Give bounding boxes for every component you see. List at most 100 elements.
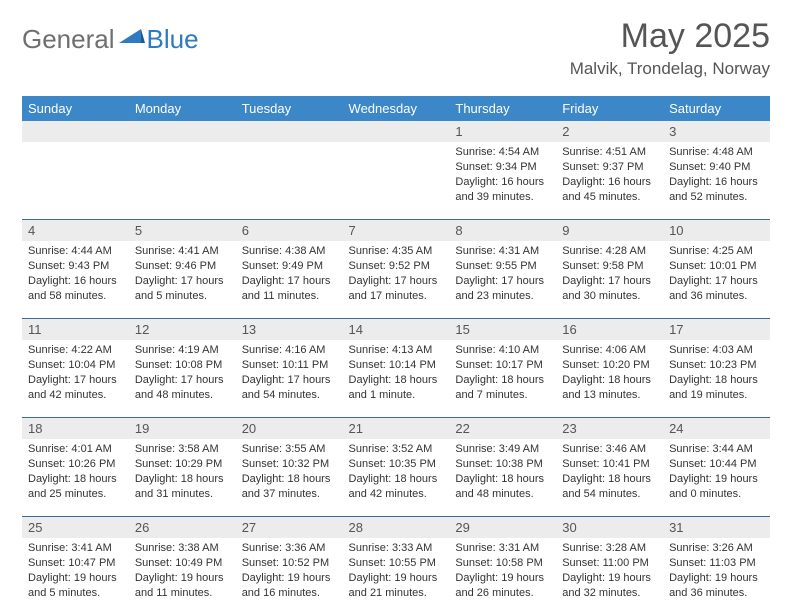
day-info: Sunrise: 4:28 AMSunset: 9:58 PMDaylight:… <box>562 244 659 303</box>
location-text: Malvik, Trondelag, Norway <box>570 59 770 79</box>
day-info: Sunrise: 3:41 AMSunset: 10:47 PMDaylight… <box>28 541 125 600</box>
daylight-text: Daylight: 18 hours and 7 minutes. <box>455 373 552 403</box>
sunrise-text: Sunrise: 4:01 AM <box>28 442 125 457</box>
page-title: May 2025 <box>570 18 770 55</box>
day-info: Sunrise: 3:31 AMSunset: 10:58 PMDaylight… <box>455 541 552 600</box>
day-number: 3 <box>663 121 770 142</box>
sunrise-text: Sunrise: 3:46 AM <box>562 442 659 457</box>
sunset-text: Sunset: 9:46 PM <box>135 259 232 274</box>
brand-part2: Blue <box>147 24 199 55</box>
day-number: 16 <box>556 319 663 340</box>
sunset-text: Sunset: 10:08 PM <box>135 358 232 373</box>
week-row: 18Sunrise: 4:01 AMSunset: 10:26 PMDaylig… <box>22 418 770 517</box>
day-number: 17 <box>663 319 770 340</box>
daylight-text: Daylight: 17 hours and 48 minutes. <box>135 373 232 403</box>
day-info: Sunrise: 4:19 AMSunset: 10:08 PMDaylight… <box>135 343 232 402</box>
sunrise-text: Sunrise: 4:35 AM <box>349 244 446 259</box>
day-cell: 19Sunrise: 3:58 AMSunset: 10:29 PMDaylig… <box>129 418 236 517</box>
sunrise-text: Sunrise: 4:13 AM <box>349 343 446 358</box>
sunrise-text: Sunrise: 3:33 AM <box>349 541 446 556</box>
day-number: 15 <box>449 319 556 340</box>
day-number: 9 <box>556 220 663 241</box>
sunrise-text: Sunrise: 4:03 AM <box>669 343 766 358</box>
day-info: Sunrise: 4:06 AMSunset: 10:20 PMDaylight… <box>562 343 659 402</box>
title-block: May 2025 Malvik, Trondelag, Norway <box>570 18 770 79</box>
day-cell: 20Sunrise: 3:55 AMSunset: 10:32 PMDaylig… <box>236 418 343 517</box>
day-number: 11 <box>22 319 129 340</box>
daylight-text: Daylight: 17 hours and 11 minutes. <box>242 274 339 304</box>
day-cell: 8Sunrise: 4:31 AMSunset: 9:55 PMDaylight… <box>449 220 556 319</box>
dow-header: Tuesday <box>236 96 343 121</box>
daylight-text: Daylight: 19 hours and 21 minutes. <box>349 571 446 601</box>
day-info: Sunrise: 3:38 AMSunset: 10:49 PMDaylight… <box>135 541 232 600</box>
day-cell: 4 Sunrise: 4:44 AMSunset: 9:43 PMDaylight… <box>22 220 129 319</box>
day-number: 1 <box>449 121 556 142</box>
daylight-text: Daylight: 16 hours and 58 minutes. <box>28 274 125 304</box>
day-cell: 30Sunrise: 3:28 AMSunset: 11:00 PMDaylig… <box>556 517 663 615</box>
day-number: 4 <box>22 220 129 241</box>
sunset-text: Sunset: 10:35 PM <box>349 457 446 472</box>
day-number: 12 <box>129 319 236 340</box>
sunrise-text: Sunrise: 4:41 AM <box>135 244 232 259</box>
sunset-text: Sunset: 10:01 PM <box>669 259 766 274</box>
sunset-text: Sunset: 9:58 PM <box>562 259 659 274</box>
brand-part1: General <box>22 24 115 55</box>
day-info: Sunrise: 4:44 AMSunset: 9:43 PMDaylight:… <box>28 244 125 303</box>
day-cell: 27Sunrise: 3:36 AMSunset: 10:52 PMDaylig… <box>236 517 343 615</box>
dow-header: Wednesday <box>343 96 450 121</box>
sunrise-text: Sunrise: 4:44 AM <box>28 244 125 259</box>
day-cell: 15 Sunrise: 4:10 AMSunset: 10:17 PMDaylig… <box>449 319 556 418</box>
dow-header: Saturday <box>663 96 770 121</box>
week-row: 4 Sunrise: 4:44 AMSunset: 9:43 PMDaylight… <box>22 220 770 319</box>
sunrise-text: Sunrise: 4:54 AM <box>455 145 552 160</box>
day-info: Sunrise: 3:46 AMSunset: 10:41 PMDaylight… <box>562 442 659 501</box>
sunrise-text: Sunrise: 4:25 AM <box>669 244 766 259</box>
day-info: Sunrise: 4:54 AMSunset: 9:34 PMDaylight:… <box>455 145 552 204</box>
day-number: 21 <box>343 418 450 439</box>
day-number: 30 <box>556 517 663 538</box>
day-info: Sunrise: 4:03 AMSunset: 10:23 PMDaylight… <box>669 343 766 402</box>
day-cell <box>22 121 129 220</box>
day-info: Sunrise: 4:31 AMSunset: 9:55 PMDaylight:… <box>455 244 552 303</box>
dow-header: Friday <box>556 96 663 121</box>
sunrise-text: Sunrise: 3:49 AM <box>455 442 552 457</box>
sunrise-text: Sunrise: 3:41 AM <box>28 541 125 556</box>
day-number: 18 <box>22 418 129 439</box>
day-cell <box>129 121 236 220</box>
day-cell: 22Sunrise: 3:49 AMSunset: 10:38 PMDaylig… <box>449 418 556 517</box>
daylight-text: Daylight: 18 hours and 13 minutes. <box>562 373 659 403</box>
daylight-text: Daylight: 18 hours and 19 minutes. <box>669 373 766 403</box>
day-cell: 13Sunrise: 4:16 AMSunset: 10:11 PMDaylig… <box>236 319 343 418</box>
day-number: 23 <box>556 418 663 439</box>
day-number: 26 <box>129 517 236 538</box>
day-info: Sunrise: 3:26 AMSunset: 11:03 PMDaylight… <box>669 541 766 600</box>
day-cell <box>343 121 450 220</box>
day-cell: 26 Sunrise: 3:38 AMSunset: 10:49 PMDaylig… <box>129 517 236 615</box>
empty-day-strip <box>343 121 450 142</box>
daylight-text: Daylight: 17 hours and 23 minutes. <box>455 274 552 304</box>
daylight-text: Daylight: 16 hours and 39 minutes. <box>455 175 552 205</box>
day-cell: 28Sunrise: 3:33 AMSunset: 10:55 PMDaylig… <box>343 517 450 615</box>
week-row: 11Sunrise: 4:22 AMSunset: 10:04 PMDaylig… <box>22 319 770 418</box>
daylight-text: Daylight: 18 hours and 1 minute. <box>349 373 446 403</box>
dow-header: Monday <box>129 96 236 121</box>
daylight-text: Daylight: 18 hours and 25 minutes. <box>28 472 125 502</box>
sunset-text: Sunset: 9:55 PM <box>455 259 552 274</box>
day-cell: 5Sunrise: 4:41 AMSunset: 9:46 PMDaylight… <box>129 220 236 319</box>
day-number: 2 <box>556 121 663 142</box>
sunset-text: Sunset: 9:37 PM <box>562 160 659 175</box>
daylight-text: Daylight: 19 hours and 0 minutes. <box>669 472 766 502</box>
day-number: 22 <box>449 418 556 439</box>
daylight-text: Daylight: 18 hours and 37 minutes. <box>242 472 339 502</box>
day-cell: 17 Sunrise: 4:03 AMSunset: 10:23 PMDaylig… <box>663 319 770 418</box>
day-info: Sunrise: 3:44 AMSunset: 10:44 PMDaylight… <box>669 442 766 501</box>
sunrise-text: Sunrise: 3:31 AM <box>455 541 552 556</box>
day-info: Sunrise: 4:10 AMSunset: 10:17 PMDaylight… <box>455 343 552 402</box>
daylight-text: Daylight: 19 hours and 36 minutes. <box>669 571 766 601</box>
sunrise-text: Sunrise: 3:26 AM <box>669 541 766 556</box>
calendar-table: Sunday Monday Tuesday Wednesday Thursday… <box>22 96 770 615</box>
day-cell: 24Sunrise: 3:44 AMSunset: 10:44 PMDaylig… <box>663 418 770 517</box>
sunset-text: Sunset: 10:47 PM <box>28 556 125 571</box>
daylight-text: Daylight: 16 hours and 45 minutes. <box>562 175 659 205</box>
day-cell: 3Sunrise: 4:48 AMSunset: 9:40 PMDaylight… <box>663 121 770 220</box>
